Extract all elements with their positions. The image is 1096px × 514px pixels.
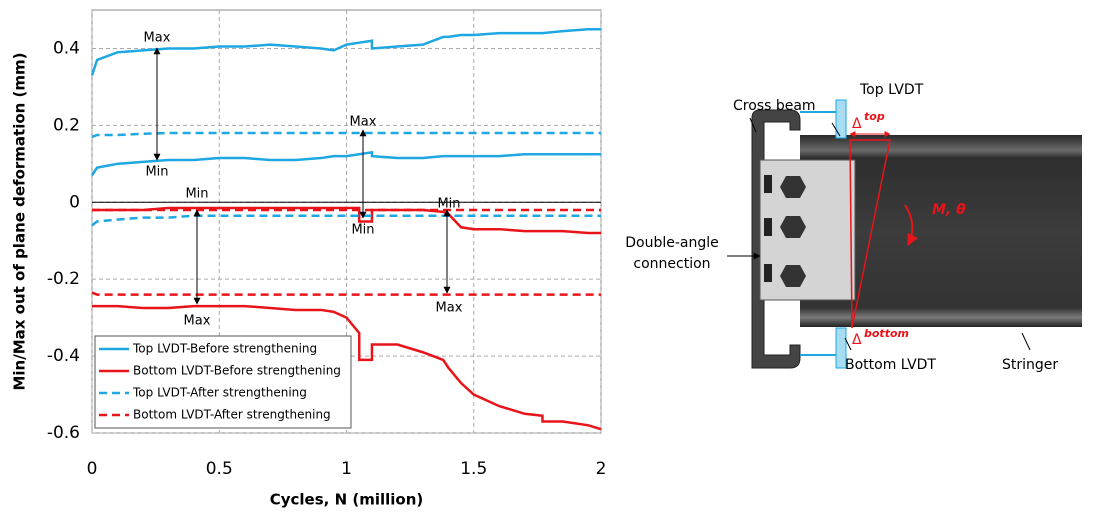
- diagram: Cross beam Top LVDT Double-angle connect…: [625, 82, 1082, 373]
- cross-beam-label: Cross beam: [733, 98, 816, 114]
- chart: 0.4 0.2 0 -0.2 -0.4 -0.6 0 0.5 1 1.5 2 Cycles, N (m…: [11, 10, 607, 509]
- y-axis-label: Min/Max out of plane deformation (mm): [11, 52, 29, 390]
- x-tick-label: 0.5: [206, 459, 233, 479]
- bolt: [764, 218, 772, 236]
- annotation: Max: [144, 31, 171, 46]
- annotation: Min: [351, 223, 374, 238]
- x-tick-label: 2: [596, 459, 607, 479]
- delta-bottom-sup: bottom: [864, 327, 909, 340]
- x-tick-label: 1.5: [460, 459, 487, 479]
- y-tick-label: 0.2: [53, 115, 80, 135]
- annotation: Min: [437, 197, 460, 212]
- bolt: [764, 264, 772, 282]
- top-lvdt-label: Top LVDT: [859, 82, 924, 98]
- y-tick-label: 0.4: [53, 38, 80, 58]
- annotation: Max: [436, 301, 463, 316]
- y-tick-label: 0: [69, 192, 80, 212]
- leader: [1022, 333, 1030, 350]
- moment-label: M, θ: [932, 202, 966, 218]
- connection-label: connection: [633, 256, 710, 272]
- x-axis-label: Cycles, N (million): [270, 491, 424, 509]
- bottom-lvdt-label: Bottom LVDT: [845, 357, 936, 373]
- legend-label: Top LVDT-After strengthening: [132, 386, 307, 400]
- annotation: Min: [185, 187, 208, 202]
- y-tick-label: -0.6: [47, 423, 80, 443]
- connection-label: Double-angle: [625, 235, 719, 251]
- stringer-label: Stringer: [1002, 357, 1058, 373]
- figure: 0.4 0.2 0 -0.2 -0.4 -0.6 0 0.5 1 1.5 2 Cycles, N (m…: [0, 0, 1096, 514]
- y-tick-label: -0.4: [47, 346, 80, 366]
- delta-top-sup: top: [864, 110, 885, 123]
- legend-label: Top LVDT-Before strengthening: [132, 342, 317, 356]
- double-angle: [760, 160, 855, 300]
- x-tick-label: 0: [87, 459, 98, 479]
- annotation: Min: [145, 165, 168, 180]
- x-tick-label: 1: [341, 459, 352, 479]
- annotation: Max: [184, 314, 211, 329]
- y-tick-label: -0.2: [47, 269, 80, 289]
- annotation: Max: [350, 115, 377, 130]
- legend-label: Bottom LVDT-Before strengthening: [133, 364, 341, 378]
- bolt: [764, 175, 772, 193]
- delta-bottom-label: Δ: [852, 332, 862, 348]
- delta-top-label: Δ: [852, 116, 862, 132]
- legend-label: Bottom LVDT-After strengthening: [133, 408, 331, 422]
